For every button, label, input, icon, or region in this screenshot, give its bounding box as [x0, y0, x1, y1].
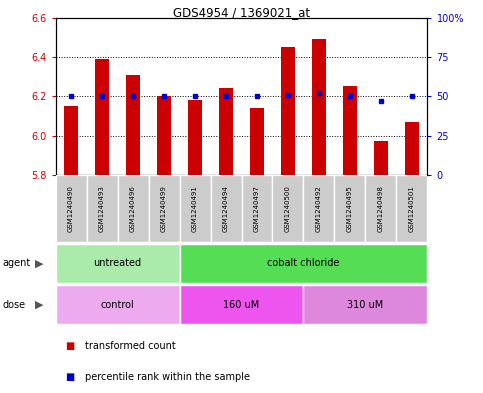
Text: GSM1240501: GSM1240501 [409, 185, 415, 232]
Text: ■: ■ [65, 372, 74, 382]
Bar [180, 175, 211, 242]
Text: GSM1240495: GSM1240495 [347, 185, 353, 231]
Bar [56, 244, 180, 283]
Text: agent: agent [2, 258, 30, 268]
Text: ■: ■ [65, 341, 74, 351]
Text: transformed count: transformed count [85, 341, 175, 351]
Bar [281, 47, 295, 175]
Bar [374, 141, 388, 175]
Bar [211, 175, 242, 242]
Bar [366, 175, 397, 242]
Bar [219, 88, 233, 175]
Bar [64, 106, 78, 175]
Text: 160 uM: 160 uM [223, 299, 260, 310]
Bar [405, 122, 419, 175]
Bar [56, 175, 86, 242]
Text: cobalt chloride: cobalt chloride [267, 258, 340, 268]
Text: GSM1240500: GSM1240500 [285, 185, 291, 232]
Text: ▶: ▶ [35, 299, 44, 310]
Bar [117, 175, 149, 242]
Text: GSM1240497: GSM1240497 [254, 185, 260, 232]
Bar [272, 175, 303, 242]
Bar [303, 175, 334, 242]
Text: untreated: untreated [94, 258, 142, 268]
Bar [242, 175, 272, 242]
Text: GSM1240496: GSM1240496 [130, 185, 136, 232]
Bar [56, 285, 180, 324]
Bar [180, 285, 303, 324]
Text: GSM1240498: GSM1240498 [378, 185, 384, 232]
Text: ▶: ▶ [35, 258, 44, 268]
Bar [95, 59, 109, 175]
Text: percentile rank within the sample: percentile rank within the sample [85, 372, 250, 382]
Text: dose: dose [2, 299, 26, 310]
Bar [303, 285, 427, 324]
Bar [250, 108, 264, 175]
Bar [343, 86, 357, 175]
Bar [157, 96, 171, 175]
Text: control: control [100, 299, 134, 310]
Text: GSM1240491: GSM1240491 [192, 185, 198, 232]
Bar [126, 75, 140, 175]
Bar [312, 39, 326, 175]
Text: GSM1240494: GSM1240494 [223, 185, 229, 231]
Text: 310 uM: 310 uM [347, 299, 384, 310]
Text: GSM1240490: GSM1240490 [68, 185, 74, 232]
Text: GSM1240499: GSM1240499 [161, 185, 167, 232]
Bar [149, 175, 180, 242]
Text: GSM1240492: GSM1240492 [316, 185, 322, 231]
Bar [334, 175, 366, 242]
Bar [86, 175, 117, 242]
Bar [188, 100, 202, 175]
Bar [397, 175, 427, 242]
Text: GSM1240493: GSM1240493 [99, 185, 105, 232]
Bar [180, 244, 427, 283]
Text: GDS4954 / 1369021_at: GDS4954 / 1369021_at [173, 6, 310, 19]
